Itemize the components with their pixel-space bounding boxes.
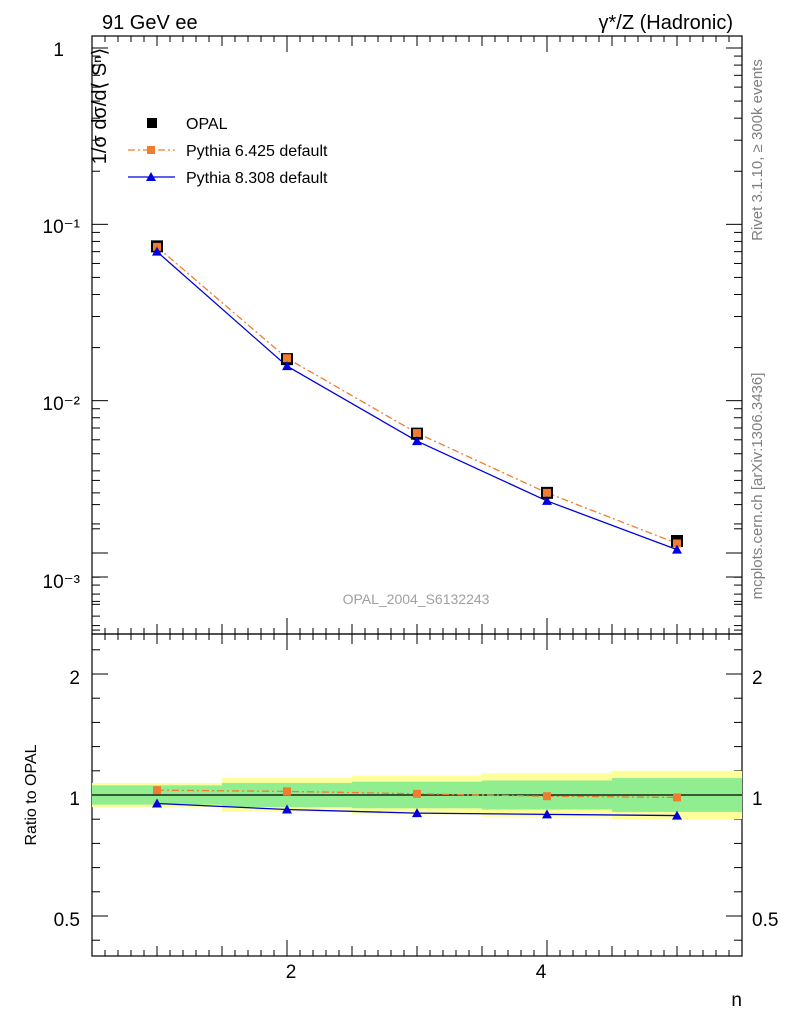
main-axis-ticks: [92, 36, 742, 634]
ratio-pythia8-marker: [152, 798, 162, 808]
legend-label-pythia6: Pythia 6.425 default: [186, 143, 328, 160]
pythia8-marker: [152, 246, 162, 256]
pythia8-marker: [412, 436, 422, 446]
ratio-pythia6-marker: [283, 787, 291, 796]
ratio-ytick-label-2-right: 2: [752, 668, 763, 689]
legend-label-opal: OPAL: [186, 116, 228, 133]
ratio-pythia8-marker: [672, 810, 682, 820]
xtick-label-4: 4: [536, 962, 547, 983]
main-ytick-label-0.1: 10⁻¹: [43, 217, 81, 238]
ratio-pythia6-marker: [673, 793, 681, 802]
pythia6-marker: [283, 354, 291, 363]
legend: OPAL Pythia 6.425 default Pythia 8.308 d…: [128, 116, 328, 187]
main-ytick-label-1: 1: [53, 40, 64, 61]
ratio-ytick-label-2-left: 2: [69, 668, 80, 689]
ratio-pythia6-marker: [413, 789, 421, 798]
ratio-pythia6-marker: [153, 786, 161, 795]
ratio-axis-ticks: [92, 479, 742, 956]
ratio-series-group: [152, 786, 682, 820]
pythia6-line: [156, 246, 678, 545]
xlabel: n: [731, 990, 742, 1011]
pythia8-marker: [282, 361, 292, 371]
legend-marker-opal: [147, 118, 157, 128]
legend-marker-pythia8: [146, 172, 156, 181]
ratio-pythia8-marker: [412, 808, 422, 818]
main-series-group: [151, 240, 683, 554]
ratio-ytick-label-0.5-left: 0.5: [54, 910, 80, 931]
ratio-pythia8-marker: [282, 804, 292, 814]
xtick-label-2: 2: [286, 962, 297, 983]
ratio-ytick-label-1-right: 1: [752, 789, 763, 810]
pythia8-marker: [672, 544, 682, 554]
pythia6-marker: [673, 539, 681, 548]
ratio-uncertainty-bands: [92, 770, 742, 820]
pythia8-marker: [542, 495, 552, 505]
main-ytick-label-0.001: 10⁻³: [43, 572, 81, 593]
legend-label-pythia8: Pythia 8.308 default: [186, 170, 328, 187]
analysis-reference: OPAL_2004_S6132243: [343, 591, 490, 607]
pythia6-marker: [543, 488, 551, 497]
pythia8-line: [156, 251, 678, 551]
main-ylabel: 1/σ dσ/d⟨ Sⁿ⟩: [89, 48, 111, 165]
ratio-ytick-label-1-left: 1: [69, 789, 80, 810]
pythia6-marker: [413, 429, 421, 438]
process-label: γ*/Z (Hadronic): [599, 12, 733, 34]
legend-marker-pythia6: [147, 146, 155, 154]
mcplots-label: mcplots.cern.ch [arXiv:1306.3436]: [749, 373, 766, 600]
ratio-ytick-label-0.5-right: 0.5: [752, 910, 778, 931]
ratio-ylabel: Ratio to OPAL: [23, 744, 40, 845]
main-ytick-label-0.01: 10⁻²: [43, 394, 81, 415]
ratio-pythia6-marker: [543, 792, 551, 801]
energy-label: 91 GeV ee: [102, 12, 198, 34]
ratio-pythia8-marker: [542, 809, 552, 819]
rivet-version-label: Rivet 3.1.10, ≥ 300k events: [749, 59, 766, 241]
